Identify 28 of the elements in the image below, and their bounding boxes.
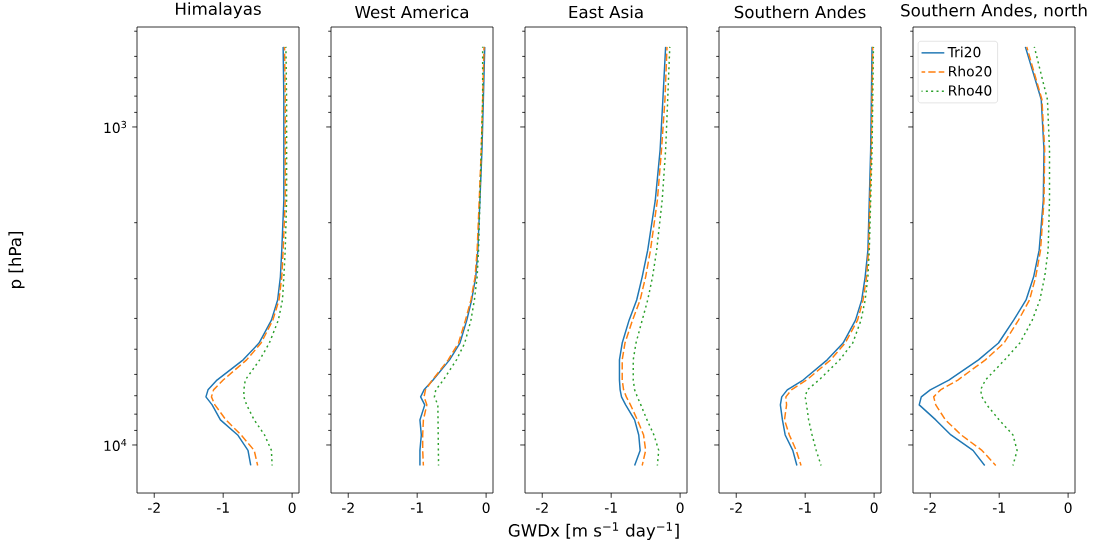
x-tick-label: 0 xyxy=(676,502,684,513)
x-tick-label: -2 xyxy=(536,502,548,513)
legend-label: Tri20 xyxy=(947,46,981,58)
x-tick-label: -1 xyxy=(798,502,811,513)
x-tick-label: -1 xyxy=(410,502,423,513)
x-tick-label: -1 xyxy=(604,502,617,513)
chart-title: Himalayas xyxy=(176,2,261,19)
y-tick-label: 10$^{3}$ xyxy=(104,120,127,134)
chart-title: East Asia xyxy=(569,5,643,19)
x-tick-label: -1 xyxy=(992,502,1005,513)
x-tick-label: 0 xyxy=(288,502,296,513)
x-tick-label: 0 xyxy=(482,502,490,513)
chart-title: West America xyxy=(355,5,468,19)
chart-title: Southern Andes, north xyxy=(901,3,1087,19)
x-tick-label: -2 xyxy=(924,502,936,513)
y-axis-title: p [hPa] xyxy=(8,231,25,288)
x-tick-label: -2 xyxy=(730,502,742,513)
legend-label: Rho20 xyxy=(949,65,992,77)
y-tick-label: 10$^{4}$ xyxy=(104,438,127,452)
x-tick-label: -1 xyxy=(216,502,229,513)
legend-label: Rho40 xyxy=(949,84,992,96)
x-axis-title: GWDx [m s$^{−1}$ day$^{−1}$] xyxy=(508,522,679,540)
x-tick-label: 0 xyxy=(1064,502,1072,513)
chart-title: Southern Andes xyxy=(734,5,866,19)
x-tick-label: -2 xyxy=(342,502,354,513)
x-tick-label: 0 xyxy=(870,502,878,513)
x-tick-label: -2 xyxy=(148,502,160,513)
line-series xyxy=(243,46,288,467)
